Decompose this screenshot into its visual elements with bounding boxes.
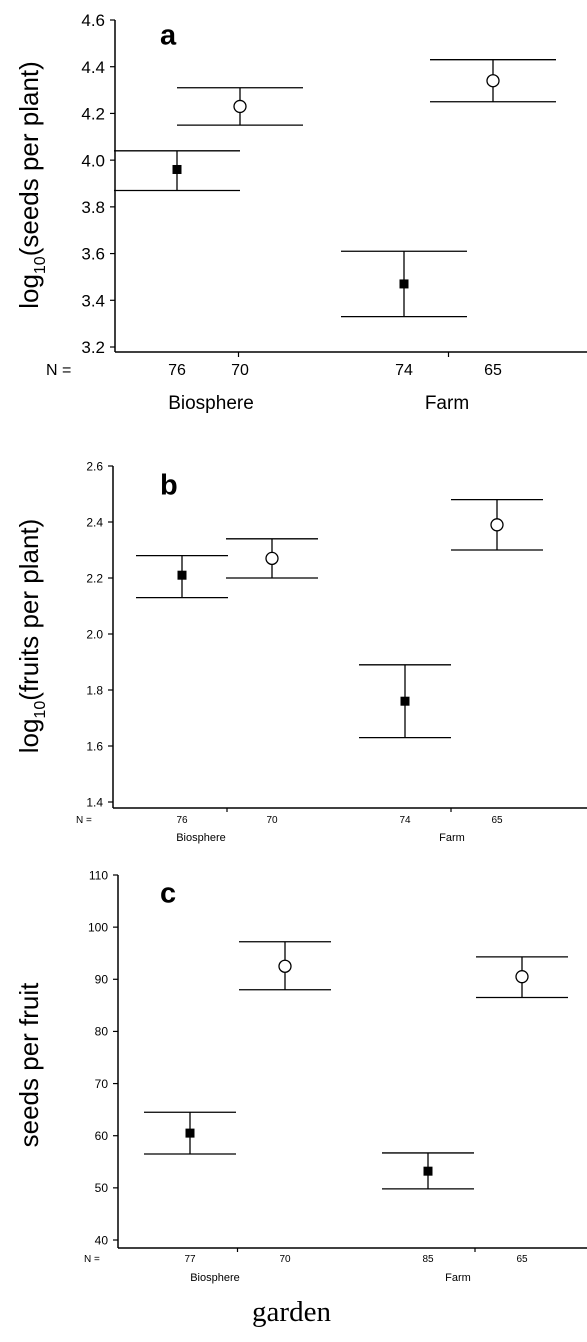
panel-label: a <box>160 20 177 52</box>
group-label-farm: Farm <box>425 393 469 414</box>
y-tick-label: 100 <box>88 920 108 934</box>
y-axis-label-subscript: 10 <box>32 256 49 274</box>
n-label: 74 <box>395 362 413 379</box>
data-point <box>177 87 303 126</box>
x-axis-label-container: garden <box>0 1296 587 1329</box>
filled-square-marker <box>400 696 410 706</box>
n-prefix-label: N = <box>46 362 71 379</box>
data-point <box>114 150 240 192</box>
filled-square-marker <box>177 570 187 580</box>
y-tick-label: 3.4 <box>81 291 105 310</box>
open-circle-marker <box>265 551 279 566</box>
n-label: 70 <box>279 1254 291 1265</box>
y-axis-label: seeds per fruit <box>14 982 44 1148</box>
y-axis-label-subscript: 10 <box>32 701 49 719</box>
data-point <box>226 538 318 579</box>
y-tick-label: 2.6 <box>86 459 103 473</box>
y-axis-label: log10(seeds per plant) <box>14 61 49 309</box>
y-tick-label: 80 <box>95 1025 109 1039</box>
n-label: 65 <box>516 1254 528 1265</box>
open-circle-marker <box>486 74 500 88</box>
y-axis-label-main: log <box>14 274 44 309</box>
panel-label: c <box>160 878 176 910</box>
data-point <box>136 554 228 599</box>
y-tick-label: 2.0 <box>86 627 103 641</box>
y-axis-label-main: log <box>14 719 44 754</box>
data-point <box>144 1111 236 1155</box>
y-tick-label: 1.4 <box>86 795 103 809</box>
y-axis-label-main: seeds per fruit <box>14 982 44 1148</box>
panel-label: b <box>160 470 178 502</box>
n-label: 70 <box>231 362 249 379</box>
data-point <box>451 498 543 551</box>
n-label: 65 <box>484 362 502 379</box>
group-label-biosphere: Biosphere <box>190 1272 240 1284</box>
y-tick-label: 2.4 <box>86 515 103 529</box>
open-circle-marker <box>233 99 247 114</box>
n-prefix-label: N = <box>76 815 92 826</box>
y-tick-label: 4.2 <box>81 105 105 124</box>
garden-axis-label: garden <box>252 1296 331 1328</box>
filled-square-marker <box>172 164 182 174</box>
y-tick-label: 110 <box>89 868 108 882</box>
n-label: 65 <box>491 815 503 826</box>
n-prefix-label: N = <box>84 1254 100 1265</box>
data-point <box>341 250 467 318</box>
y-tick-label: 4.0 <box>81 151 105 170</box>
panel-c: 40 50 60 70 80 90 100 110 N = 77 70 85 65 Biosphere Fa… <box>14 868 587 1284</box>
n-label: 85 <box>422 1254 434 1265</box>
y-tick-label: 60 <box>95 1129 109 1143</box>
y-tick-label: 3.2 <box>81 338 105 357</box>
y-tick-label: 3.6 <box>81 245 105 264</box>
open-circle-marker <box>490 518 504 532</box>
open-circle-marker <box>278 959 292 973</box>
data-point <box>382 1152 474 1190</box>
filled-square-marker <box>185 1128 195 1138</box>
y-tick-label: 40 <box>95 1233 109 1247</box>
filled-square-marker <box>423 1166 433 1176</box>
y-tick-label: 3.8 <box>81 198 105 217</box>
data-point <box>476 956 568 999</box>
group-label-farm: Farm <box>445 1272 471 1284</box>
y-tick-label: 50 <box>95 1181 109 1195</box>
group-label-biosphere: Biosphere <box>176 832 226 844</box>
panel-a: 3.2 3.4 3.6 3.8 4.0 4.2 4.4 4.6 N = 76 70 74 65 Biosp… <box>14 11 587 414</box>
open-circle-marker <box>515 970 529 984</box>
group-label-farm: Farm <box>439 832 465 844</box>
data-point <box>239 941 331 991</box>
panel-b: 1.4 1.6 1.8 2.0 2.2 2.4 2.6 N = 76 70 74 65 Biospher… <box>14 459 587 844</box>
data-point <box>430 59 556 103</box>
n-label: 70 <box>266 815 278 826</box>
y-tick-label: 90 <box>95 973 109 987</box>
data-point <box>359 664 451 739</box>
y-tick-label: 4.6 <box>81 11 105 30</box>
n-label: 74 <box>399 815 411 826</box>
y-tick-label: 70 <box>95 1077 109 1091</box>
y-tick-label: 4.4 <box>81 58 105 77</box>
y-tick-label: 2.2 <box>86 571 103 585</box>
n-label: 77 <box>184 1254 196 1265</box>
n-label: 76 <box>176 815 188 826</box>
y-tick-label: 1.8 <box>86 683 103 697</box>
y-tick-label: 1.6 <box>86 739 103 753</box>
filled-square-marker <box>399 279 409 289</box>
y-axis-label-rest: (fruits per plant) <box>14 519 44 701</box>
y-axis-label-rest: (seeds per plant) <box>14 61 44 256</box>
n-label: 76 <box>168 362 186 379</box>
group-label-biosphere: Biosphere <box>168 393 254 414</box>
y-axis-label: log10(fruits per plant) <box>14 519 49 754</box>
